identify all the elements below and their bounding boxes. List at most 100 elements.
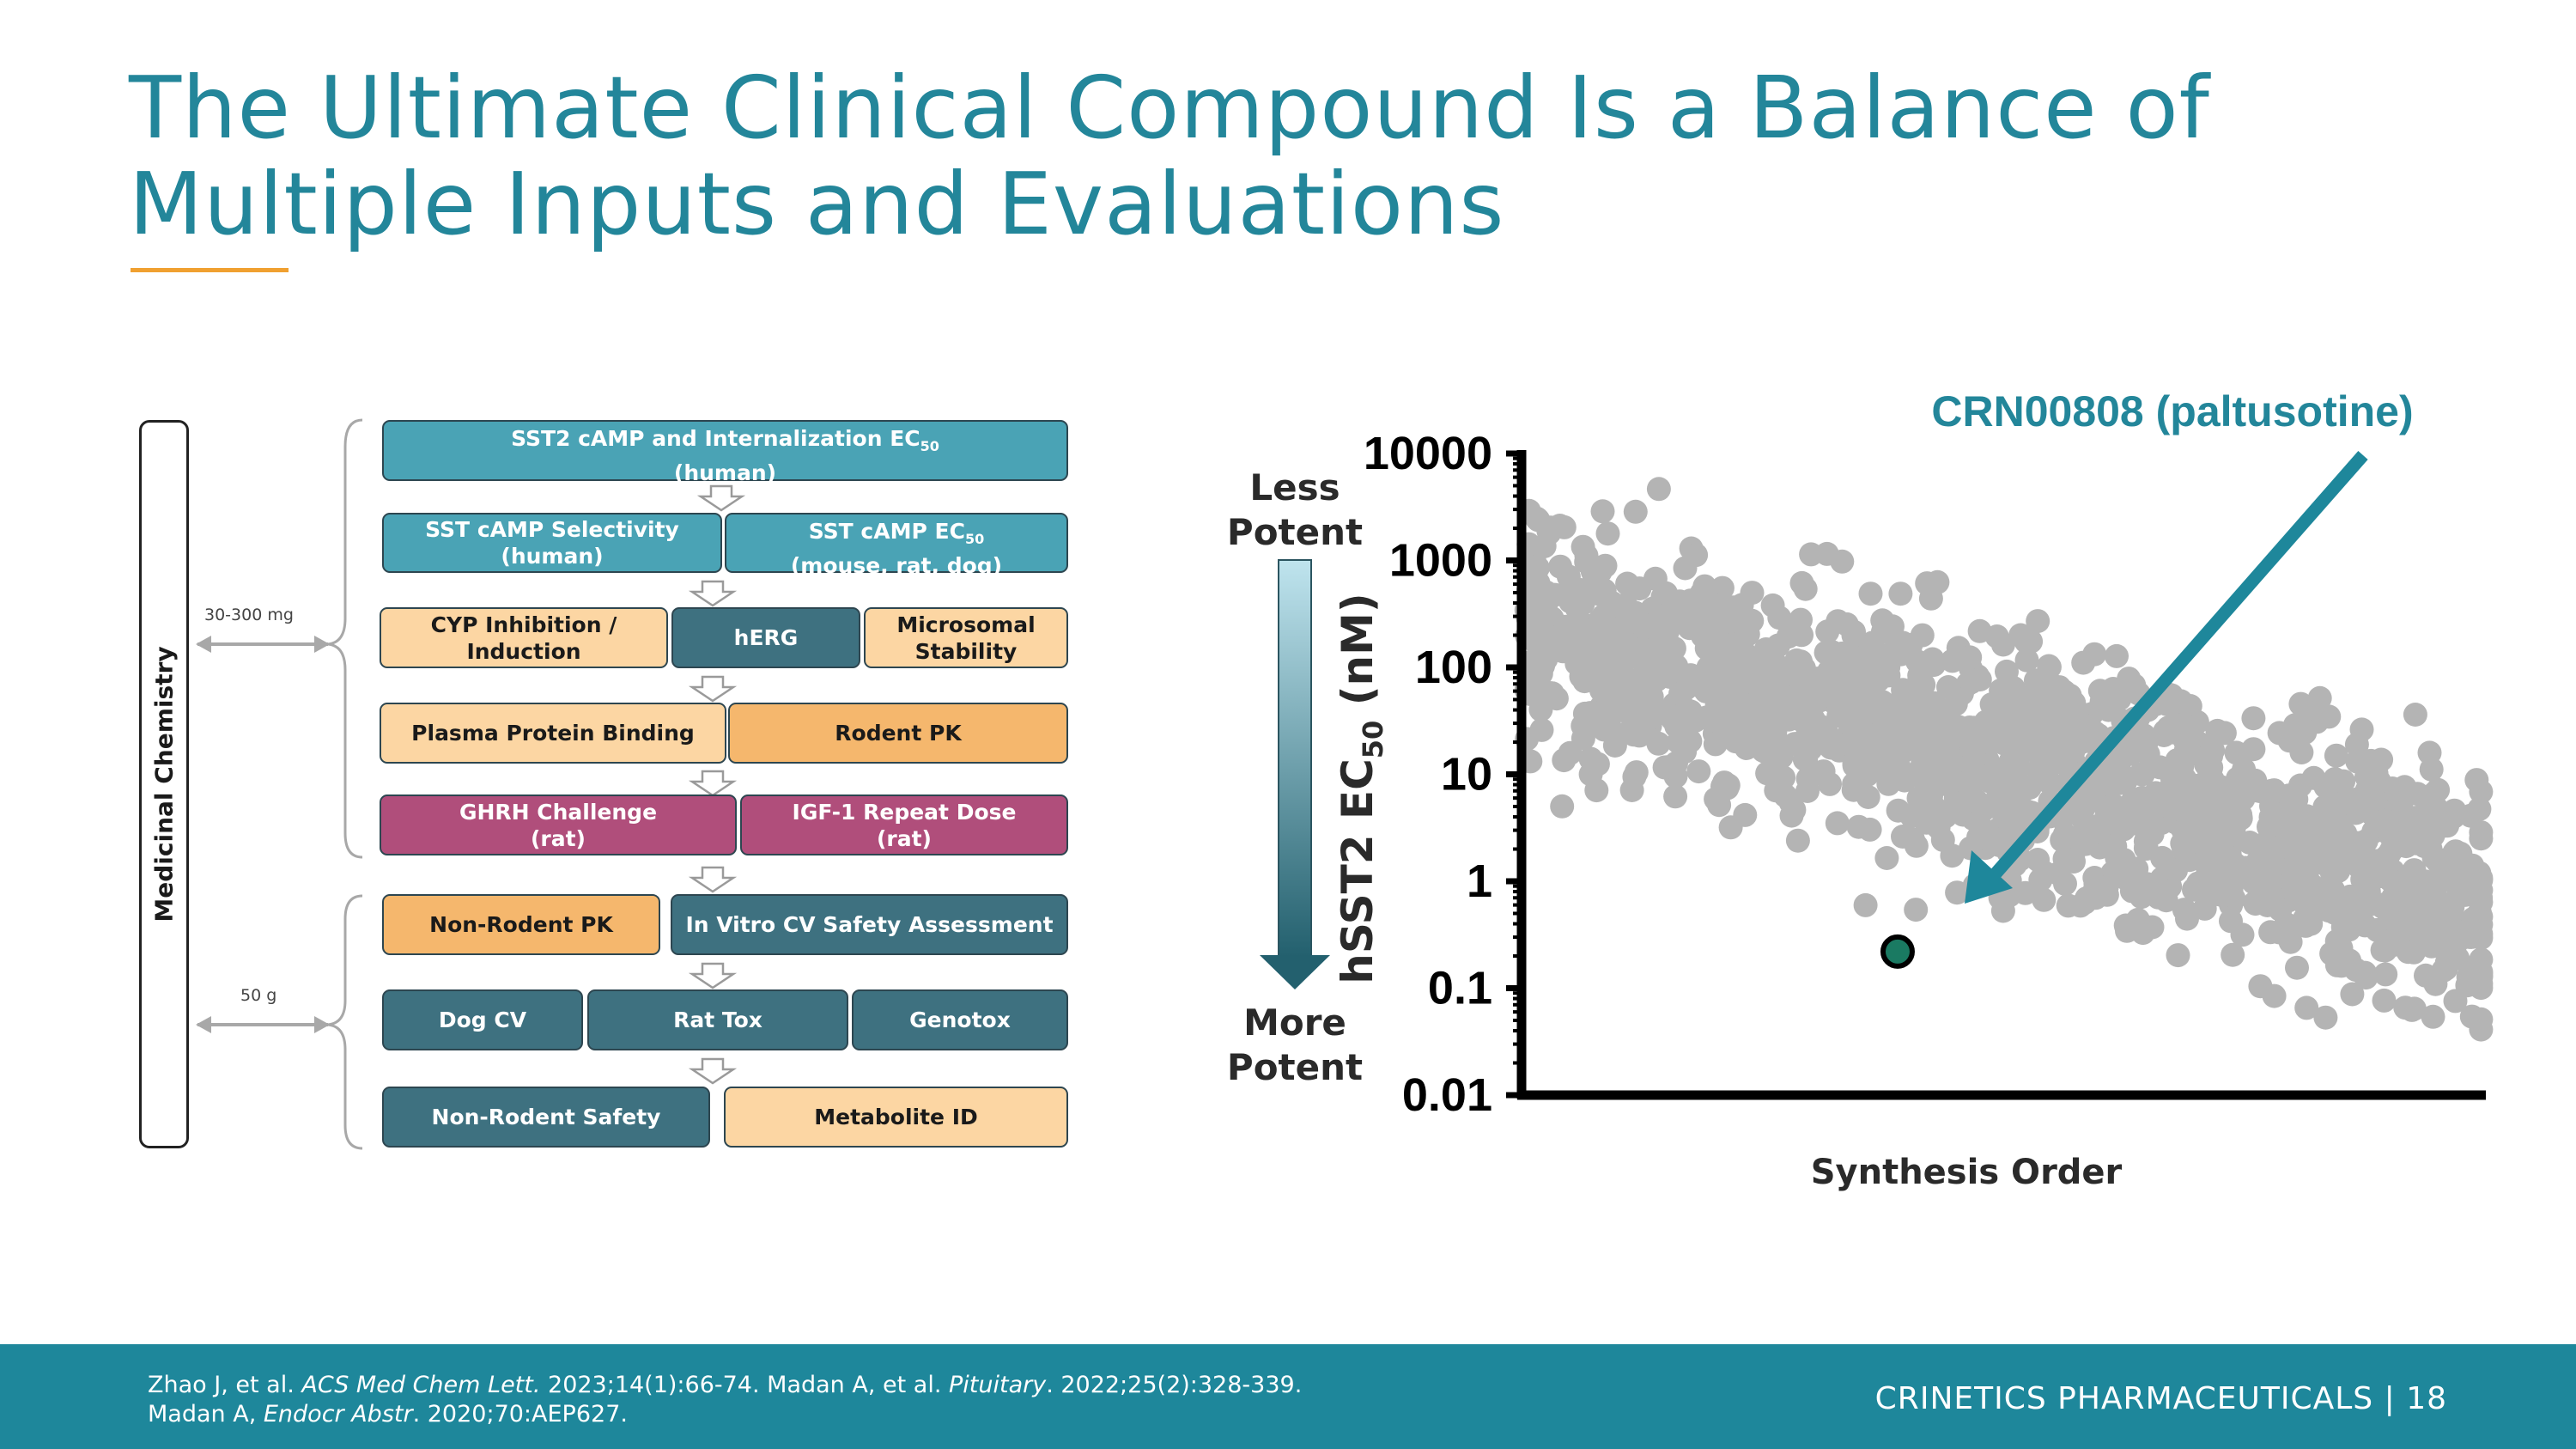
data-point [2393,995,2418,1020]
data-point [2088,772,2113,797]
data-point [1943,691,1968,716]
data-point [1606,683,1631,708]
data-point [2020,734,2044,758]
data-point [2284,886,2309,910]
data-point [2469,961,2494,986]
data-point [1990,632,2015,657]
data-point [1778,623,1803,648]
data-point [2164,858,2188,883]
data-point [1691,624,1716,648]
data-point [1732,641,1757,666]
data-point [1686,759,1711,784]
data-point [2068,893,2093,918]
data-point [2209,834,2234,859]
data-point [1709,593,1734,618]
title-line-1: The Ultimate Clinical Compound Is a Bala… [129,58,2210,158]
sst2-subscript: 50 [920,438,939,454]
data-point [1556,564,1581,589]
data-point [2267,835,2292,860]
data-point [2469,878,2494,903]
data-point [2008,699,2033,724]
x-axis-label: Synthesis Order [1811,1153,2123,1192]
less-potent-line: Potent [1227,511,1363,553]
data-point [1712,770,1737,795]
data-point [2082,642,2107,667]
data-point [1911,788,1936,813]
data-point [1718,815,1743,840]
sst-ec-subscript: 50 [964,531,985,547]
data-point [2374,844,2399,869]
data-point [2373,962,2398,987]
data-point [2217,861,2242,886]
chart-labels: 10000 1000 100 10 1 0.1 0.01 Synthesis Order hSS… [1227,387,2414,1192]
box-genotox: Genotox [852,989,1068,1050]
data-point [1784,648,1809,673]
data-point [2238,831,2262,855]
data-point [2086,819,2111,844]
data-point [1558,740,1583,765]
data-point [2014,629,2038,654]
data-point [1904,898,1929,922]
data-point [2125,907,2150,932]
data-point [2117,741,2142,766]
y-tick-label: 0.01 [1402,1069,1492,1121]
data-point [2026,848,2050,872]
data-point [2267,721,2292,746]
data-point [2354,829,2379,854]
data-point [2422,781,2447,806]
data-point [1534,601,1558,626]
cite-1d: Pituitary [949,1372,1047,1398]
data-point [2062,849,2086,874]
data-point [2032,887,2057,912]
data-point [1799,542,1824,567]
title-line-2: Multiple Inputs and Evaluations [129,154,1505,254]
citation: Zhao J, et al. ACS Med Chem Lett. 2023;1… [148,1371,1302,1429]
data-point [2061,725,2086,750]
cite-1a: Zhao J, et al. [148,1372,302,1398]
annotation-paltusotine: CRN00808 (paltusotine) [1931,387,2413,435]
y-axis-label: hSST2 EC50 (nM) [1333,593,1389,984]
box-non-rodent-safety: Non-Rodent Safety [382,1087,710,1148]
y-axis-label-subscript: 50 [1357,721,1389,759]
data-point [2289,740,2314,764]
cite-1e: . 2022;25(2):328-339. [1046,1372,1303,1398]
y-tick-label: 100 [1415,642,1492,693]
data-point [1540,681,1564,706]
potency-gradient-bar [1278,559,1312,958]
box-plasma-protein-binding: Plasma Protein Binding [380,703,726,764]
data-point [1585,752,1610,776]
data-point [1580,559,1605,584]
less-potent-label: Less Potent [1227,466,1363,553]
data-point [2026,609,2050,634]
data-point [1985,760,2010,785]
data-point [1753,637,1778,661]
data-point [1853,892,1878,917]
data-point [1780,695,1805,719]
data-point [1547,514,1572,538]
footer-brand: CRINETICS PHARMACEUTICALS | 18 [1875,1381,2447,1416]
data-point [1578,701,1602,726]
data-point [2136,742,2160,766]
data-point [1658,703,1683,728]
data-point [1865,668,1890,693]
data-point [1530,647,1555,672]
data-point [1815,619,1840,644]
page-number: 18 [2406,1381,2447,1416]
data-point [1834,612,1859,636]
data-point [2017,776,2042,801]
data-point [2221,942,2245,967]
data-point [2301,765,2326,790]
data-point [2228,806,2253,831]
box-rodent-pk: Rodent PK [728,703,1068,764]
data-point [1782,797,1807,822]
data-point [2001,739,2026,764]
data-point [2329,791,2354,816]
data-point [1599,702,1624,727]
data-point [1704,692,1729,717]
cite-2b: Endocr Abstr [263,1401,413,1428]
data-point [2344,850,2369,874]
cite-2a: Madan A, [148,1401,264,1428]
data-point [2053,871,2077,896]
data-point [1654,581,1679,606]
